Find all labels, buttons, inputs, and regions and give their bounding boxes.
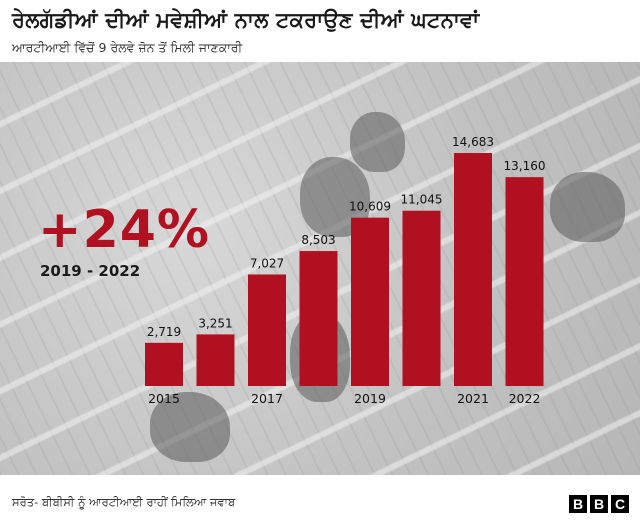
x-tick-label-2019: 2019 — [354, 391, 386, 406]
chart-subtitle: ਆਰਟੀਆਈ ਵਿੱਚੋਂ 9 ਰੇਲਵੇ ਜ਼ੋਨ ਤੋਂ ਮਿਲੀ ਜਾਣਕ… — [12, 40, 243, 55]
x-tick-label-2015: 2015 — [148, 391, 180, 406]
data-label-2017: 7,027 — [250, 256, 284, 270]
data-labels-group: 2,719 3,251 7,027 8,503 10,609 11,045 14,683 13… — [147, 135, 546, 339]
data-label-2019: 10,609 — [349, 200, 391, 214]
data-label-2021: 14,683 — [452, 135, 494, 149]
bbc-logo-letter: B — [590, 495, 608, 513]
bar-2021 — [454, 153, 492, 386]
footer — [0, 475, 640, 527]
data-label-2018: 8,503 — [301, 233, 335, 247]
chart-title: ਰੇਲਗੱਡੀਆਂ ਦੀਆਂ ਮਵੇਸ਼ੀਆਂ ਨਾਲ ਟਕਰਾਉਣ ਦੀਆਂ … — [12, 8, 480, 32]
data-label-2022: 13,160 — [504, 159, 546, 173]
bar-2015 — [145, 342, 183, 386]
data-label-2016: 3,251 — [198, 316, 232, 330]
x-tick-label-2017: 2017 — [251, 391, 283, 406]
cow-silhouette — [350, 112, 405, 172]
bar-2018 — [299, 251, 338, 386]
bar-2017 — [248, 274, 286, 386]
header: ਰੇਲਗੱਡੀਆਂ ਦੀਆਂ ਮਵੇਸ਼ੀਆਂ ਨਾਲ ਟਕਰਾਉਣ ਦੀਆਂ … — [0, 0, 640, 62]
x-tick-label-2022: 2022 — [509, 391, 541, 406]
bbc-logo: B B C — [569, 495, 629, 513]
data-label-2020: 11,045 — [401, 193, 443, 207]
bar-2022 — [505, 177, 544, 386]
bar-2020 — [402, 210, 441, 386]
cow-silhouette — [550, 172, 625, 242]
bbc-logo-letter: B — [569, 495, 587, 513]
bar-2019 — [351, 217, 389, 386]
bar-2016 — [196, 334, 235, 386]
data-label-2015: 2,719 — [147, 325, 181, 339]
source-note: ਸਰੋਤ- ਬੀਬੀਸੀ ਨੂੰ ਆਰਟੀਆਈ ਰਾਹੀਂ ਮਿਲਿਆ ਜਵਾਬ — [12, 495, 236, 509]
cow-silhouette — [150, 392, 230, 462]
change-percentage: +24% — [38, 200, 211, 260]
x-tick-labels-group: 2015 2017 2019 2021 2022 — [148, 391, 540, 406]
x-tick-label-2021: 2021 — [457, 391, 489, 406]
bars-group — [145, 153, 544, 386]
bbc-logo-letter: C — [611, 495, 629, 513]
change-period: 2019 - 2022 — [40, 262, 141, 280]
